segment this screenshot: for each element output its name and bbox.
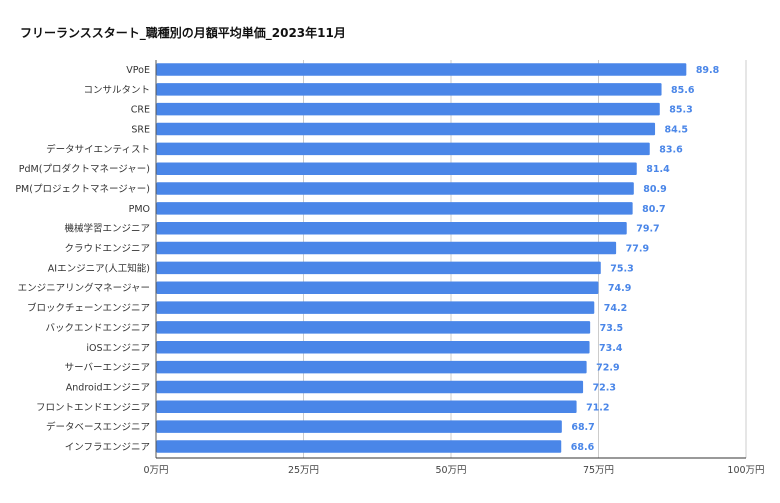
bar: [156, 142, 650, 156]
bar: [156, 400, 577, 414]
category-label: Androidエンジニア: [66, 382, 150, 393]
x-tick-label: 100万円: [727, 465, 764, 476]
bars: [156, 63, 687, 453]
category-label: エンジニアリングマネージャー: [18, 282, 150, 294]
value-label: 71.2: [586, 402, 609, 413]
value-label: 74.9: [608, 283, 631, 294]
bar: [156, 221, 627, 235]
chart-title: フリーランススタート_職種別の月額平均単価_2023年11月: [20, 26, 346, 40]
category-label: クラウドエンジニア: [64, 244, 150, 255]
bar: [156, 281, 599, 294]
category-label: インフラエンジニア: [65, 442, 150, 453]
bar: [156, 122, 656, 136]
bar: [156, 162, 637, 175]
category-label: コンサルタント: [83, 85, 150, 96]
category-label: SRE: [131, 125, 150, 136]
category-label: AIエンジニア(人工知能): [48, 262, 150, 274]
value-label: 68.6: [571, 442, 595, 453]
category-label: ブロックチェーンエンジニア: [27, 302, 150, 314]
bar: [156, 440, 562, 453]
bar: [156, 360, 587, 374]
bar: [156, 341, 590, 354]
value-label: 89.8: [696, 65, 720, 76]
category-label: iOSエンジニア: [86, 343, 150, 354]
value-label: 81.4: [646, 164, 670, 175]
bar: [156, 261, 601, 275]
bar: [156, 63, 687, 76]
bar: [156, 301, 595, 314]
bar: [156, 241, 617, 255]
value-label: 68.7: [571, 422, 594, 433]
category-label: PdM(プロダクトマネージャー): [19, 163, 150, 175]
value-label: 72.3: [593, 382, 616, 393]
category-label: PMO: [129, 204, 150, 215]
bar: [156, 182, 634, 195]
x-tick-label: 50万円: [435, 465, 466, 476]
value-label: 84.5: [665, 125, 688, 136]
value-label: 74.2: [604, 303, 627, 314]
bar: [156, 102, 660, 116]
value-label: 80.7: [642, 204, 665, 215]
bar: [156, 83, 662, 96]
category-label: PM(プロジェクトマネージャー): [15, 184, 150, 195]
value-label: 83.6: [659, 144, 683, 155]
category-label: データベースエンジニア: [46, 421, 150, 433]
value-label: 79.7: [636, 224, 659, 235]
category-label: 機械学習エンジニア: [64, 223, 150, 235]
bar: [156, 420, 562, 433]
bar: [156, 380, 584, 394]
x-tick-label: 25万円: [288, 465, 319, 476]
value-label: 85.6: [671, 85, 695, 96]
value-label: 73.5: [600, 323, 623, 334]
category-label: VPoE: [126, 65, 150, 76]
bar: [156, 202, 633, 215]
x-tick-label: 0万円: [143, 465, 168, 476]
bar: [156, 321, 591, 334]
x-tick-label: 75万円: [583, 465, 614, 476]
category-label: サーバーエンジニア: [65, 363, 150, 374]
grid-lines: [155, 60, 747, 459]
category-label: フロントエンドエンジニア: [36, 402, 150, 413]
value-label: 80.9: [643, 184, 666, 195]
value-label: 75.3: [610, 263, 633, 274]
value-label: 72.9: [596, 363, 619, 374]
value-label: 85.3: [669, 105, 692, 116]
value-label: 77.9: [626, 244, 649, 255]
category-label: バックエンドエンジニア: [45, 323, 150, 334]
category-label: データサイエンティスト: [46, 143, 150, 155]
labels: 0万円 25万円 50万円 75万円 100万円 VPoE 89.8 コンサルタント 85.6 C…: [15, 65, 764, 476]
category-label: CRE: [131, 105, 150, 116]
value-label: 73.4: [599, 343, 623, 354]
